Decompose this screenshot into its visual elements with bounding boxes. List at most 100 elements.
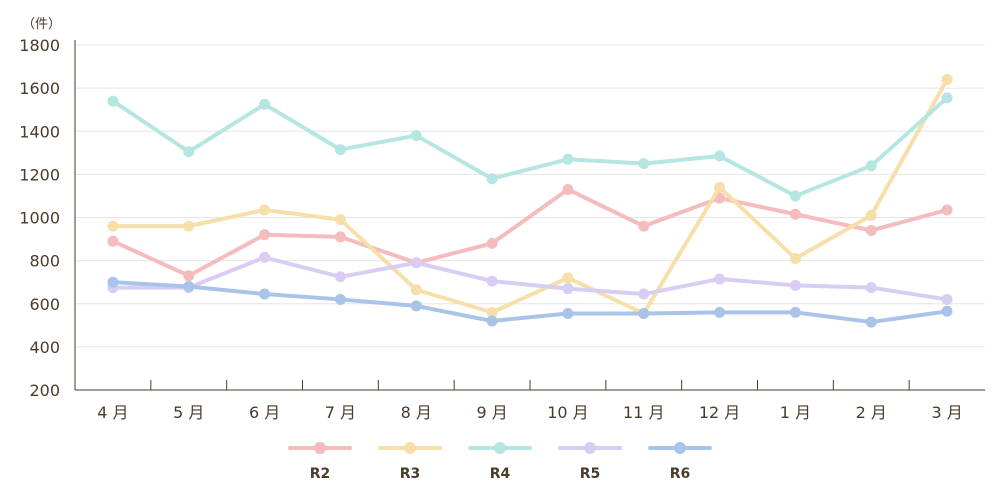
data-point-R2-11 xyxy=(865,224,877,236)
data-point-R3-7 xyxy=(562,272,574,284)
series-line-R4 xyxy=(110,95,950,198)
data-point-R4-12 xyxy=(941,92,953,104)
series-line-R5 xyxy=(110,255,950,302)
data-point-R2-12 xyxy=(941,204,953,216)
data-point-R6-9 xyxy=(714,306,726,318)
y-tick-label-1400: 1400 xyxy=(19,122,60,141)
data-point-R4-9 xyxy=(714,150,726,162)
series-line-R2 xyxy=(110,187,950,278)
legend-label-R5: R5 xyxy=(580,466,601,482)
y-tick-label-400: 400 xyxy=(29,338,60,357)
data-point-R3-6 xyxy=(486,306,498,318)
series-lines xyxy=(107,74,953,328)
data-point-R6-12 xyxy=(941,305,953,317)
legend-swatch-marker-R5 xyxy=(584,442,596,454)
y-tick-label-1000: 1000 xyxy=(19,209,60,228)
data-point-R2-7 xyxy=(562,183,574,195)
y-tick-label-600: 600 xyxy=(29,295,60,314)
data-point-R5-7 xyxy=(562,283,574,295)
y-tick-labels: 200 400 600 800 1000 1200 1400 1600 1800 xyxy=(19,36,60,400)
series-line-R6 xyxy=(110,280,950,325)
data-point-R6-7 xyxy=(562,307,574,319)
legend-swatch-marker-R4 xyxy=(494,442,506,454)
y-tick-label-1600: 1600 xyxy=(19,79,60,98)
data-point-R3-9 xyxy=(714,181,726,193)
data-point-R5-9 xyxy=(714,273,726,285)
legend-item-R4: R4 xyxy=(468,442,532,482)
legend-item-R6: R6 xyxy=(648,442,712,482)
data-point-R5-4 xyxy=(334,271,346,283)
data-point-R5-8 xyxy=(638,288,650,300)
x-tick-label-9: 12 月 xyxy=(699,403,740,422)
data-point-R6-6 xyxy=(486,315,498,327)
data-point-R6-5 xyxy=(410,300,422,312)
legend-label-R4: R4 xyxy=(490,466,511,482)
x-tick-label-12: 3 月 xyxy=(931,403,962,422)
data-point-R5-10 xyxy=(789,279,801,291)
data-point-R5-11 xyxy=(865,282,877,294)
x-tick-label-1: 4 月 xyxy=(97,403,128,422)
data-point-R4-1 xyxy=(107,95,119,107)
data-point-R2-6 xyxy=(486,237,498,249)
data-point-R4-7 xyxy=(562,153,574,165)
data-point-R6-8 xyxy=(638,307,650,319)
axes xyxy=(74,40,985,391)
data-point-R2-8 xyxy=(638,220,650,232)
data-point-R5-5 xyxy=(410,257,422,269)
x-tick-label-7: 10 月 xyxy=(547,403,588,422)
series-R3 xyxy=(107,74,953,319)
data-point-R3-2 xyxy=(183,220,195,232)
x-tick-label-11: 2 月 xyxy=(856,403,887,422)
data-point-R4-6 xyxy=(486,173,498,185)
data-point-R6-2 xyxy=(183,281,195,292)
legend-swatch-marker-R2 xyxy=(314,442,326,454)
data-point-R5-3 xyxy=(259,251,271,263)
x-tick-label-10: 1 月 xyxy=(780,403,811,422)
x-tick-label-6: 9 月 xyxy=(476,403,507,422)
x-tick-label-3: 6 月 xyxy=(249,403,280,422)
gridlines xyxy=(75,44,985,348)
legend-item-R2: R2 xyxy=(288,442,352,482)
x-tick-label-4: 7 月 xyxy=(325,403,356,422)
legend-item-R3: R3 xyxy=(378,442,442,482)
y-tick-label-1800: 1800 xyxy=(19,36,60,55)
data-point-R2-1 xyxy=(107,235,119,247)
data-point-R2-10 xyxy=(789,208,801,220)
series-R6 xyxy=(107,276,953,328)
x-tick-label-2: 5 月 xyxy=(173,403,204,422)
data-point-R3-4 xyxy=(334,214,346,226)
data-point-R6-4 xyxy=(334,293,346,305)
data-point-R3-12 xyxy=(941,74,953,85)
data-point-R6-1 xyxy=(107,276,119,288)
data-point-R3-1 xyxy=(107,220,119,232)
legend-swatch-marker-R6 xyxy=(674,442,686,454)
data-point-R3-10 xyxy=(789,252,801,264)
data-point-R5-6 xyxy=(486,275,498,287)
data-point-R3-3 xyxy=(259,204,271,216)
data-point-R4-10 xyxy=(789,190,801,202)
data-point-R5-12 xyxy=(941,293,953,305)
data-point-R2-4 xyxy=(334,231,346,243)
y-axis-unit-label: （件） xyxy=(22,17,61,32)
x-tick-labels: 4 月 5 月 6 月 7 月 8 月 9 月 10 月 11 月 12 月 1 月 2 月 3 月 xyxy=(97,403,962,422)
series-R4 xyxy=(107,92,953,202)
data-point-R6-10 xyxy=(789,306,801,318)
data-point-R4-11 xyxy=(865,160,877,172)
data-point-R6-3 xyxy=(259,288,271,300)
data-point-R4-2 xyxy=(183,146,195,158)
series-R2 xyxy=(107,183,953,282)
legend-swatch-marker-R3 xyxy=(404,442,416,454)
data-point-R3-5 xyxy=(410,284,422,296)
legend-label-R3: R3 xyxy=(400,466,421,482)
data-point-R2-3 xyxy=(259,229,271,241)
legend-item-R5: R5 xyxy=(558,442,622,482)
x-tick-label-8: 11 月 xyxy=(623,403,664,422)
y-tick-label-200: 200 xyxy=(29,381,60,400)
legend-label-R6: R6 xyxy=(670,466,691,482)
y-tick-label-800: 800 xyxy=(29,252,60,271)
legend: R2 R3 R4 R5 R6 xyxy=(288,442,712,482)
data-point-R4-5 xyxy=(410,130,422,142)
data-point-R4-4 xyxy=(334,144,346,156)
series-line-R3 xyxy=(110,77,950,316)
